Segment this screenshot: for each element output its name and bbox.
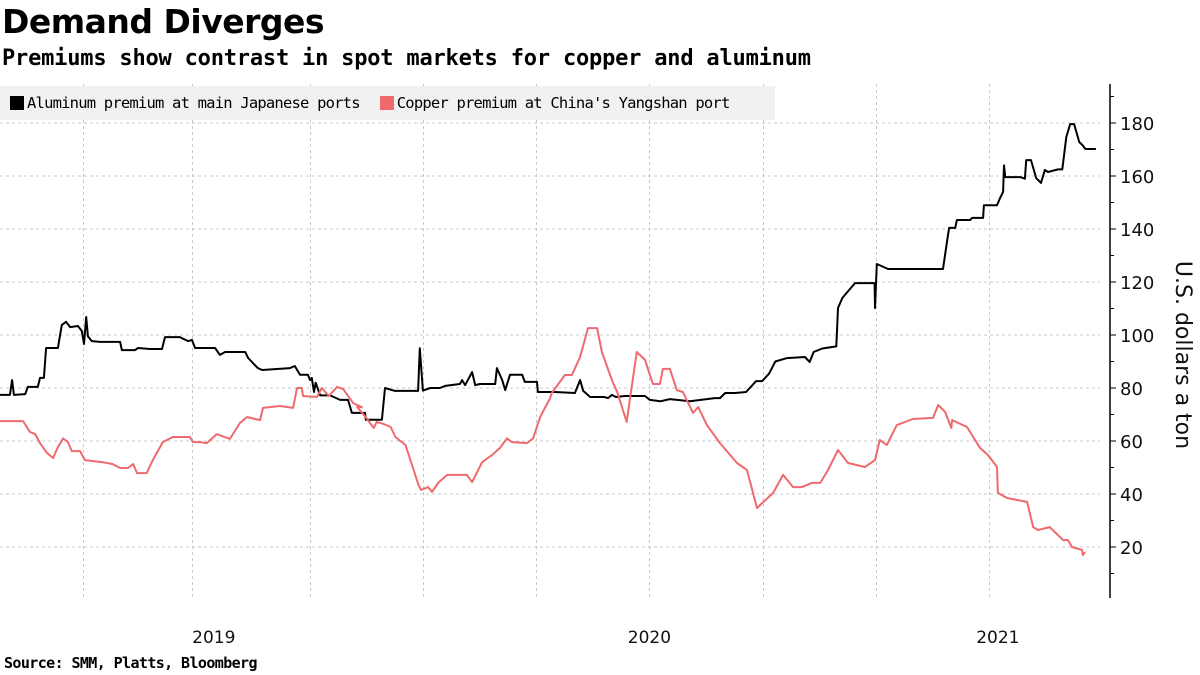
y-tick-label: 100 bbox=[1120, 326, 1154, 347]
legend-label-aluminum: Aluminum premium at main Japanese ports bbox=[27, 94, 361, 112]
gridlines bbox=[0, 84, 1100, 598]
legend-item-aluminum: Aluminum premium at main Japanese ports bbox=[10, 94, 361, 112]
chart-subtitle: Premiums show contrast in spot markets f… bbox=[2, 46, 811, 71]
legend-swatch-copper bbox=[379, 96, 394, 110]
series-line-aluminum bbox=[0, 123, 1096, 421]
y-tick-label: 120 bbox=[1120, 273, 1154, 294]
series-line-copper bbox=[0, 327, 1086, 556]
legend-label-copper: Copper premium at China's Yangshan port bbox=[396, 94, 731, 112]
chart-title: Demand Diverges bbox=[2, 2, 325, 41]
legend-swatch-aluminum bbox=[10, 96, 24, 110]
y-tick-label: 160 bbox=[1120, 167, 1154, 188]
x-tick-label: 2019 bbox=[192, 628, 235, 648]
y-tick-label: 40 bbox=[1120, 485, 1143, 506]
y-tick-label: 140 bbox=[1120, 220, 1154, 241]
x-tick-label: 2021 bbox=[976, 628, 1019, 648]
series-lines bbox=[0, 123, 1096, 556]
legend: Aluminum premium at main Japanese ports … bbox=[0, 86, 775, 120]
x-axis-labels: 2019 2020 2021 bbox=[192, 628, 1019, 648]
y-axis-title: U.S. dollars a ton bbox=[1170, 261, 1195, 449]
x-tick-label: 2020 bbox=[628, 628, 671, 648]
y-tick-label: 180 bbox=[1120, 114, 1154, 135]
y-tick-label: 80 bbox=[1120, 379, 1143, 400]
y-axis: 20 40 60 80 100 120 140 160 180 bbox=[1109, 84, 1154, 598]
y-tick-label: 20 bbox=[1120, 538, 1143, 559]
y-tick-label: 60 bbox=[1120, 432, 1143, 453]
legend-item-copper: Copper premium at China's Yangshan port bbox=[379, 94, 731, 112]
source-note: Source: SMM, Platts, Bloomberg bbox=[4, 654, 258, 672]
